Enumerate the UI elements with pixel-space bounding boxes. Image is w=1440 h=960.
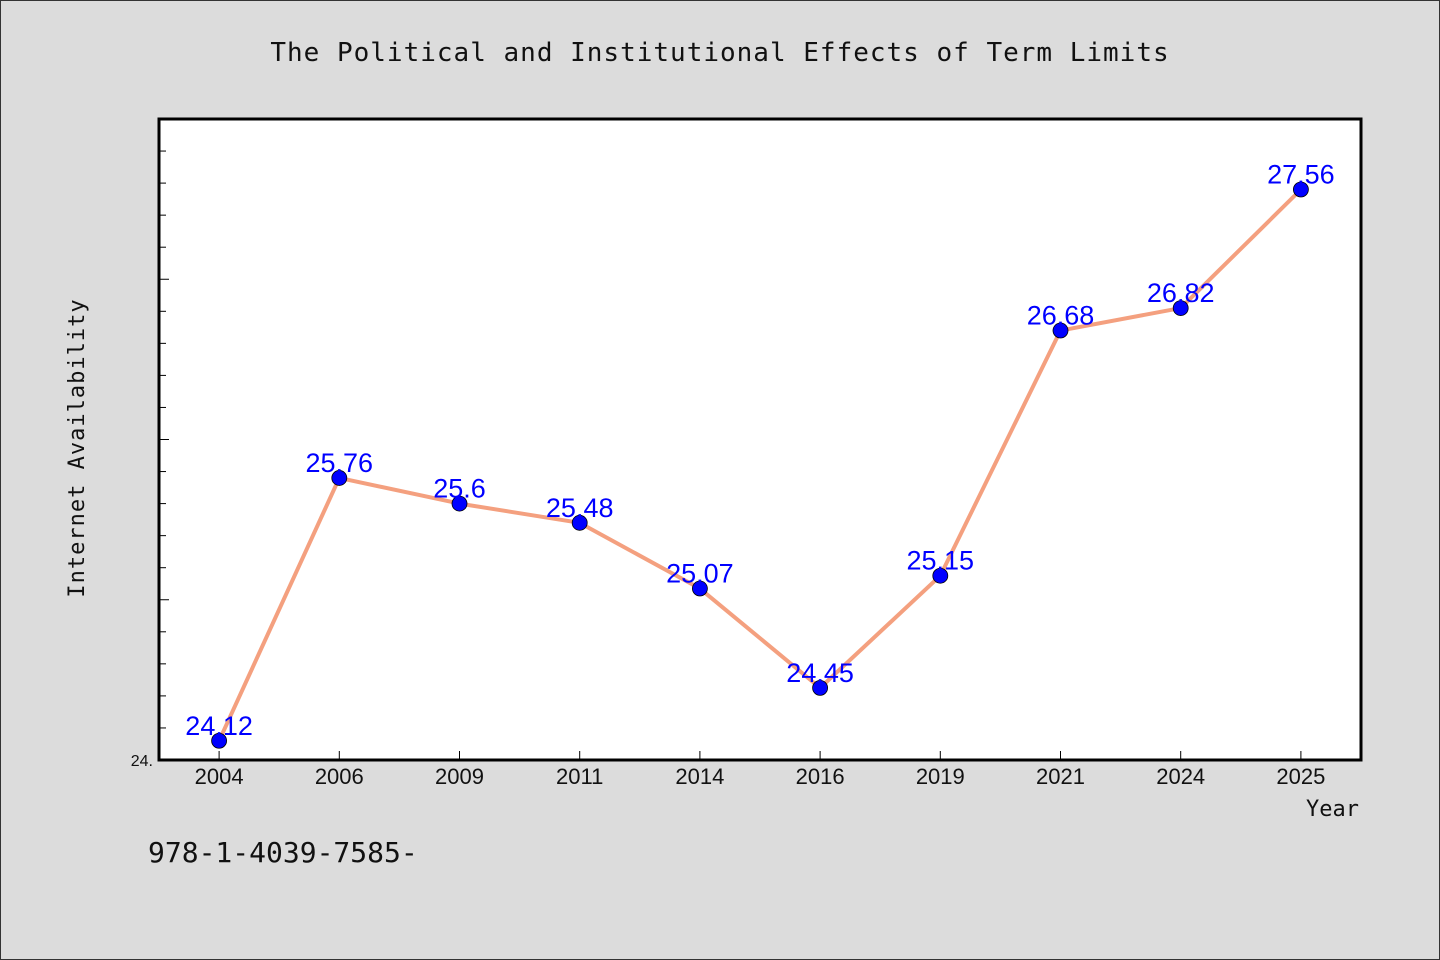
- series: 24.12 25.76 25.6 25.48 25.07 24.45 25.15 26.68 2…: [185, 160, 1335, 749]
- data-point: [211, 732, 228, 749]
- data-point: [451, 495, 468, 512]
- data-label: 25.15: [907, 546, 975, 576]
- y-tick-label: 24.: [131, 753, 153, 770]
- data-label: 26.68: [1027, 301, 1095, 331]
- x-tick-label: 2009: [435, 764, 484, 789]
- data-label: 24.12: [185, 711, 253, 741]
- plot-area: [157, 117, 1363, 762]
- x-axis: 2004 2006 2009 2011 2014 2016 2019 2021 2024 2025: [195, 751, 1325, 789]
- x-tick-label: 2014: [675, 764, 724, 789]
- data-point: [692, 580, 708, 597]
- y-axis-title: Internet Availability: [65, 298, 90, 597]
- series-line: [217, 187, 1303, 743]
- data-point: [571, 514, 588, 531]
- x-tick-label: 2011: [556, 764, 603, 789]
- x-tick-label: 2004: [195, 764, 244, 789]
- data-label: 25.76: [306, 448, 374, 478]
- x-tick-label: 2006: [315, 764, 364, 789]
- x-tick-label: 2025: [1276, 764, 1325, 789]
- data-point: [1293, 181, 1309, 198]
- data-label: 26.82: [1147, 278, 1215, 308]
- data-point: [1052, 322, 1069, 339]
- data-point: [1172, 300, 1189, 316]
- x-tick-label: 2021: [1036, 764, 1085, 789]
- y-axis: [159, 150, 169, 729]
- data-label: 25.6: [433, 474, 486, 504]
- x-tick-label: 2019: [916, 764, 965, 789]
- data-label: 25.07: [666, 559, 734, 589]
- data-point: [812, 679, 828, 696]
- chart-title: The Political and Institutional Effects …: [270, 38, 1169, 68]
- data-point: [932, 567, 949, 584]
- data-label: 24.45: [786, 658, 854, 688]
- data-point: [331, 470, 348, 486]
- x-tick-label: 2024: [1156, 764, 1205, 789]
- data-label: 27.56: [1267, 160, 1335, 190]
- x-axis-title: Year: [1306, 797, 1359, 822]
- x-tick-label: 2016: [796, 764, 845, 789]
- footer-identifier: 978-1-4039-7585-: [148, 836, 418, 869]
- data-label: 25.48: [546, 493, 614, 523]
